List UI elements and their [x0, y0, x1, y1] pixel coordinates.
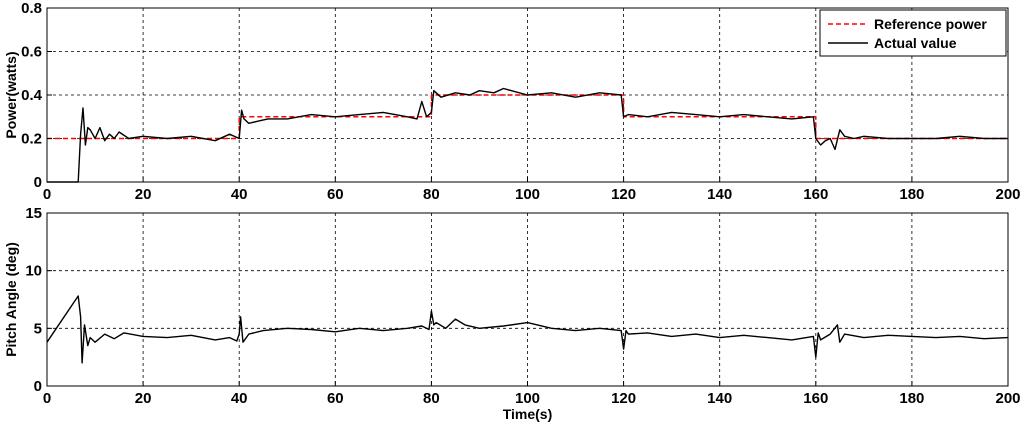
- series-line-pitch-angle: [46, 295, 1009, 364]
- x-tick-label: 120: [611, 186, 636, 203]
- x-tick-label: 80: [423, 186, 440, 203]
- y-tick-label: 5: [34, 320, 42, 337]
- x-tick-label: 160: [803, 390, 828, 407]
- x-tick-label: 180: [899, 186, 924, 203]
- legend-box: [819, 9, 1007, 57]
- y-tick-label: 0: [34, 174, 42, 191]
- x-tick-label: 20: [135, 390, 152, 407]
- y-tick-label: 15: [25, 205, 42, 222]
- x-tick-label: 20: [135, 186, 152, 203]
- x-tick-label: 0: [43, 390, 51, 407]
- x-tick-label: 40: [231, 390, 248, 407]
- x-tick-label: 180: [899, 390, 924, 407]
- y-axis-label: Pitch Angle (deg): [3, 242, 19, 357]
- x-tick-label: 100: [515, 186, 540, 203]
- x-tick-label: 120: [611, 390, 636, 407]
- power-chart: 0 20 40 60 80 100 120 140 160 180 200 0 0.2 0.4 0.6 0.8…: [3, 0, 1021, 203]
- x-tick-label: 0: [43, 186, 51, 203]
- x-tick-label: 60: [327, 186, 344, 203]
- x-tick-label: 140: [707, 186, 732, 203]
- x-axis-label: Time(s): [503, 406, 553, 422]
- x-tick-label: 160: [803, 186, 828, 203]
- pitch-angle-chart: 0 20 40 60 80 100 120 140 160 180 200 0 5 10 15 Pitch A…: [3, 205, 1021, 422]
- x-tick-label: 40: [231, 186, 248, 203]
- y-tick-label: 0.8: [21, 0, 42, 17]
- legend-label: Actual value: [874, 35, 957, 51]
- x-tick-label: 100: [515, 390, 540, 407]
- x-tick-label: 200: [995, 186, 1020, 203]
- x-tick-label: 80: [423, 390, 440, 407]
- y-tick-label: 0.4: [21, 87, 43, 104]
- legend: Reference power Actual value: [819, 9, 1007, 57]
- y-tick-label: 0.2: [21, 131, 42, 148]
- x-tick-label: 60: [327, 390, 344, 407]
- legend-label: Reference power: [874, 16, 987, 32]
- x-tick-label: 140: [707, 390, 732, 407]
- y-tick-label: 10: [25, 263, 42, 280]
- series-line-actual-value: [47, 87, 1008, 183]
- y-tick-label: 0: [34, 378, 42, 395]
- y-axis-label: Power(watts): [3, 51, 19, 138]
- x-tick-label: 200: [995, 390, 1020, 407]
- y-tick-label: 0.6: [21, 44, 42, 61]
